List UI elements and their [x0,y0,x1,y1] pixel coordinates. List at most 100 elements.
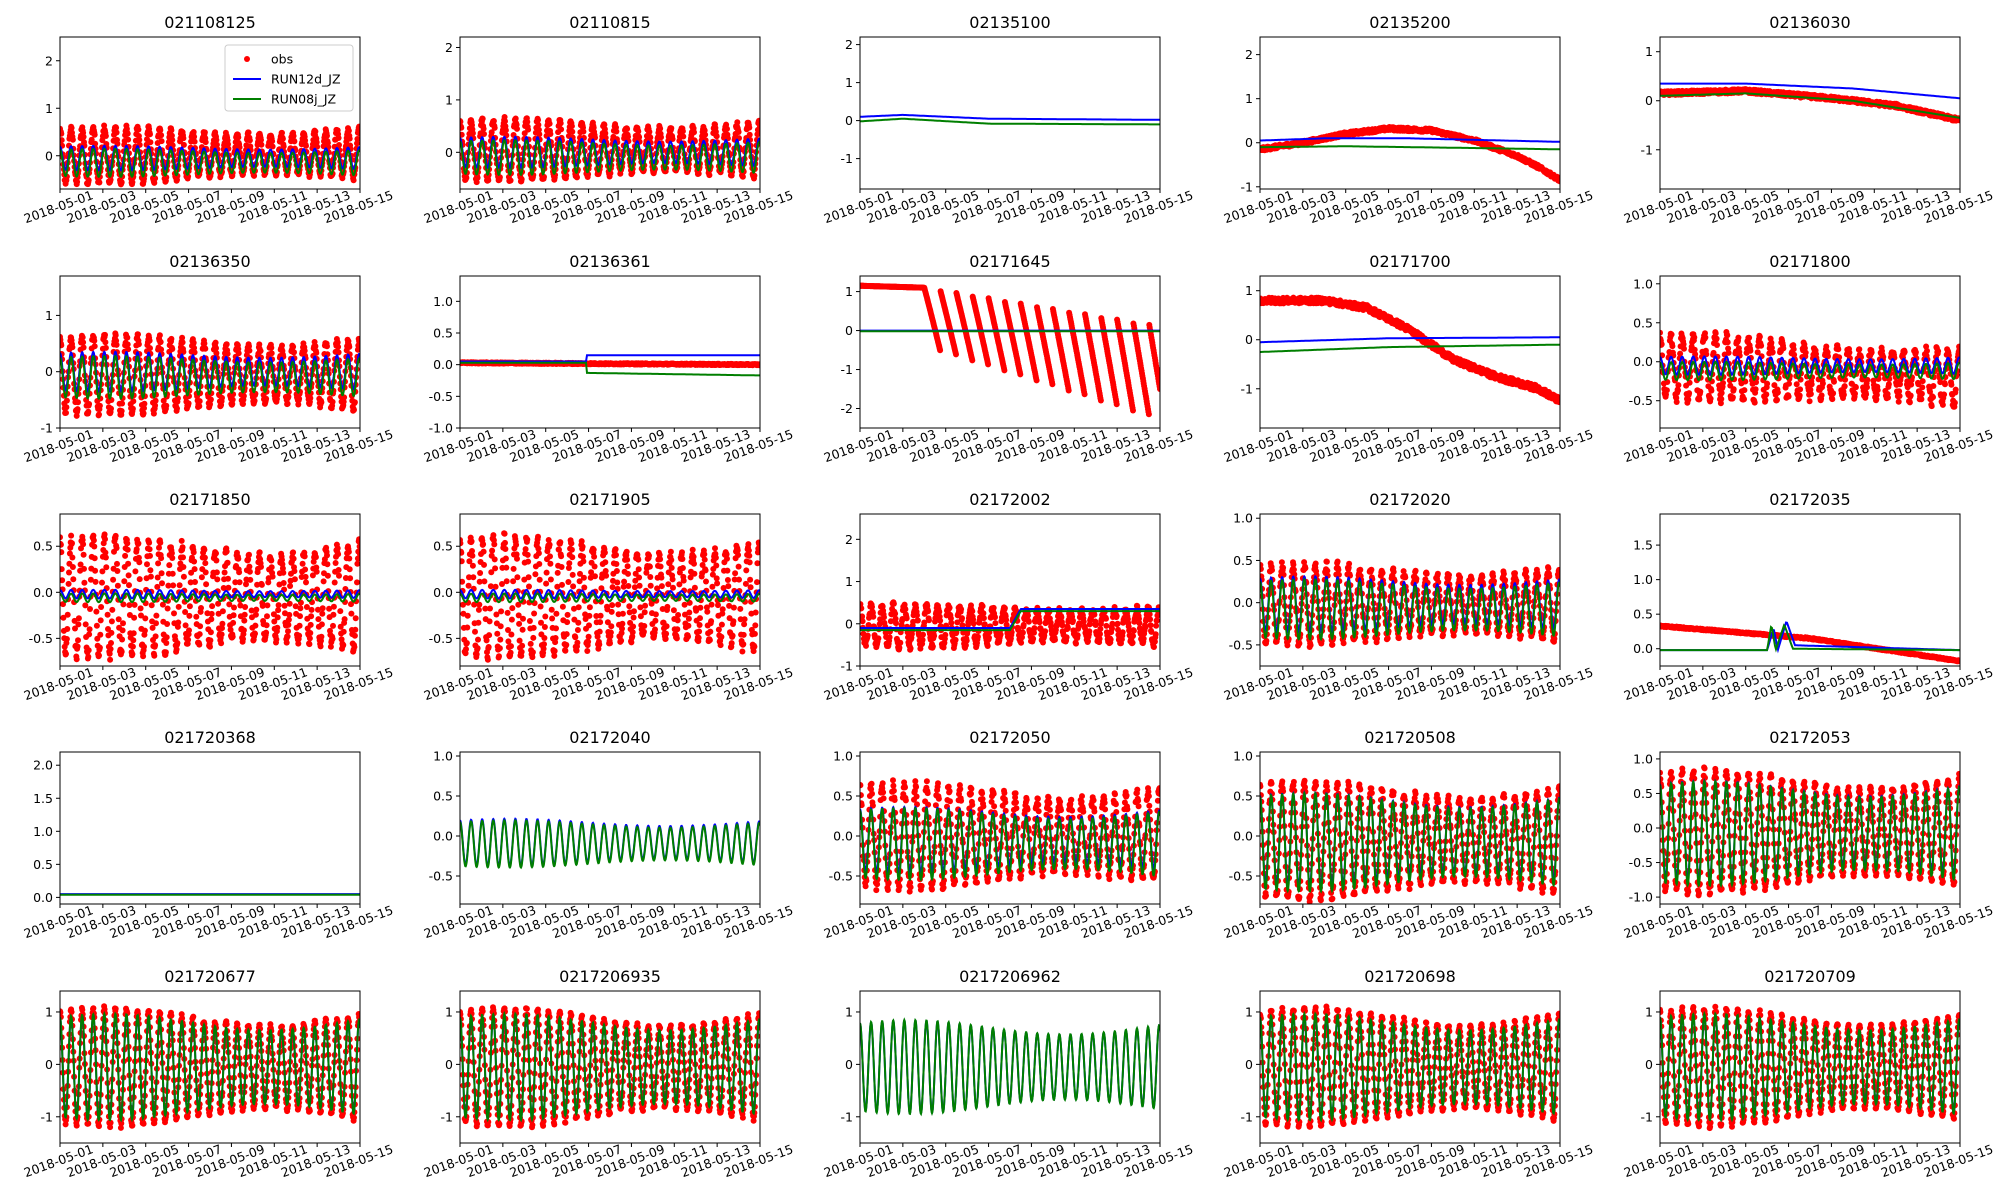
obs-point [558,126,565,133]
obs-point [702,131,709,138]
obs-point [691,129,697,136]
obs-point [147,345,153,352]
obs-point [296,395,303,402]
y-tick-label: 0 [45,364,53,379]
y-tick-label: 1 [45,308,53,323]
obs-point [624,126,631,132]
plot-area [60,122,360,188]
obs-point [269,143,276,150]
obs-point [201,129,208,136]
series-line-RUN08j_JZ [60,147,360,179]
y-tick-label: 0.0 [433,357,453,372]
series-line-RUN08j_JZ [460,361,760,377]
obs-point [80,344,87,351]
obs-point [163,402,170,409]
obs-point [324,132,330,139]
obs-point [257,348,264,354]
obs-point [213,137,220,143]
obs-point [74,178,81,185]
obs-point [658,134,664,141]
obs-point [74,406,81,413]
obs-point [156,332,163,339]
obs-point [268,350,275,357]
axes-frame [1259,36,1561,190]
obs-point [574,174,580,181]
obs-point [125,346,132,353]
y-tick-label: 1 [845,75,853,90]
series-line-RUN12d_JZ [860,113,1160,121]
obs-point [174,405,180,412]
obs-point [279,129,285,136]
obs-point [937,347,944,354]
obs-point [124,334,131,341]
obs-point [80,339,87,346]
obs-point [625,133,631,140]
obs-point [158,346,165,353]
obs-point [285,393,292,400]
obs-point [313,349,320,356]
plot-area [460,354,760,377]
obs-point [75,399,81,406]
obs-point [301,347,308,354]
obs-point [240,393,247,399]
obs-point [318,399,325,406]
obs-point [113,341,120,348]
obs-point [68,125,75,131]
subplot-title: 02136030 [1769,13,1850,32]
obs-point [213,350,220,357]
obs-point [569,128,576,135]
obs-point [1033,377,1040,384]
obs-point [460,131,465,138]
y-tick-label: 0 [445,145,453,160]
obs-point [757,361,760,368]
legend-label: obs [271,52,293,67]
obs-point [647,134,654,141]
obs-point [518,176,525,183]
obs-point [85,177,92,184]
obs-point [1081,391,1088,398]
y-tick-label: 1 [45,101,53,116]
obs-point [724,125,730,132]
obs-point [290,343,297,350]
obs-point [102,133,109,139]
obs-point [158,132,165,139]
obs-point [246,343,252,350]
obs-point [118,408,125,414]
obs-point [146,337,153,344]
obs-point [102,339,109,346]
obs-point [481,131,487,137]
obs-point [124,341,131,348]
obs-point [102,331,108,338]
obs-point [69,136,76,143]
series-line-RUN12d_JZ [460,135,760,170]
obs-point [213,141,220,148]
obs-point [152,397,159,404]
obs-point [590,124,597,131]
y-tick-label: -1.0 [429,421,453,436]
obs-point [351,406,357,413]
obs-point [96,402,103,409]
axes-frame [459,36,761,190]
obs-point [350,177,357,184]
obs-point [107,176,114,183]
plot-area [60,330,360,419]
obs-point [313,139,320,146]
obs-point [334,339,341,346]
plot-area [860,282,1160,418]
obs-point [335,349,342,356]
obs-point [125,136,132,143]
obs-point [229,396,236,403]
obs-point [141,405,147,412]
obs-point [580,128,587,135]
obs-point [536,131,543,138]
obs-point [636,134,643,141]
obs-point [735,129,742,135]
obs-point [1049,381,1056,388]
obs-point [63,404,70,411]
obs-point [246,347,253,354]
obs-point [191,133,198,140]
obs-point [279,342,285,349]
obs-point [357,130,360,137]
series-obs [860,282,1160,418]
y-tick-label: -1 [1641,142,1653,157]
